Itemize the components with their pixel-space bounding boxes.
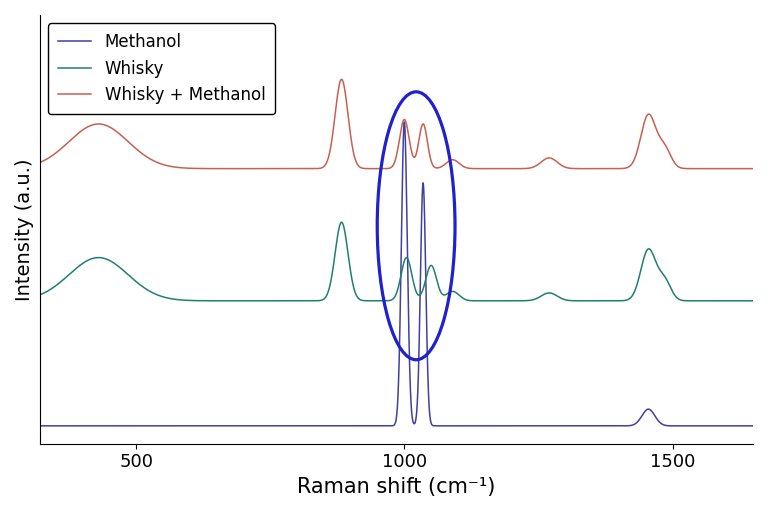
Methanol <box>584 423 594 429</box>
Methanol <box>513 423 522 429</box>
Whisky <box>25 295 34 301</box>
Whisky <box>513 298 522 304</box>
Whisky + Methanol <box>642 114 651 120</box>
Whisky <box>337 219 346 225</box>
Y-axis label: Intensity (a.u.): Intensity (a.u.) <box>15 158 34 301</box>
X-axis label: Raman shift (cm⁻¹): Raman shift (cm⁻¹) <box>297 477 495 497</box>
Whisky <box>311 297 320 304</box>
Whisky + Methanol <box>311 165 320 172</box>
Legend: Methanol, Whisky, Whisky + Methanol: Methanol, Whisky, Whisky + Methanol <box>48 24 275 114</box>
Whisky <box>584 298 594 304</box>
Whisky + Methanol <box>337 76 346 82</box>
Whisky + Methanol <box>713 165 723 172</box>
Whisky + Methanol <box>584 165 594 172</box>
Line: Whisky + Methanol: Whisky + Methanol <box>29 79 768 168</box>
Methanol <box>475 423 484 429</box>
Methanol <box>642 407 651 413</box>
Whisky + Methanol <box>161 162 170 168</box>
Whisky <box>161 294 170 301</box>
Methanol <box>161 423 170 429</box>
Methanol <box>25 423 34 429</box>
Line: Methanol: Methanol <box>29 122 768 426</box>
Methanol <box>400 119 409 125</box>
Whisky + Methanol <box>475 165 484 172</box>
Methanol <box>311 423 320 429</box>
Whisky + Methanol <box>25 163 34 169</box>
Whisky + Methanol <box>513 165 522 172</box>
Whisky <box>714 298 723 304</box>
Whisky <box>475 298 484 304</box>
Whisky <box>642 248 651 254</box>
Line: Whisky: Whisky <box>29 222 768 301</box>
